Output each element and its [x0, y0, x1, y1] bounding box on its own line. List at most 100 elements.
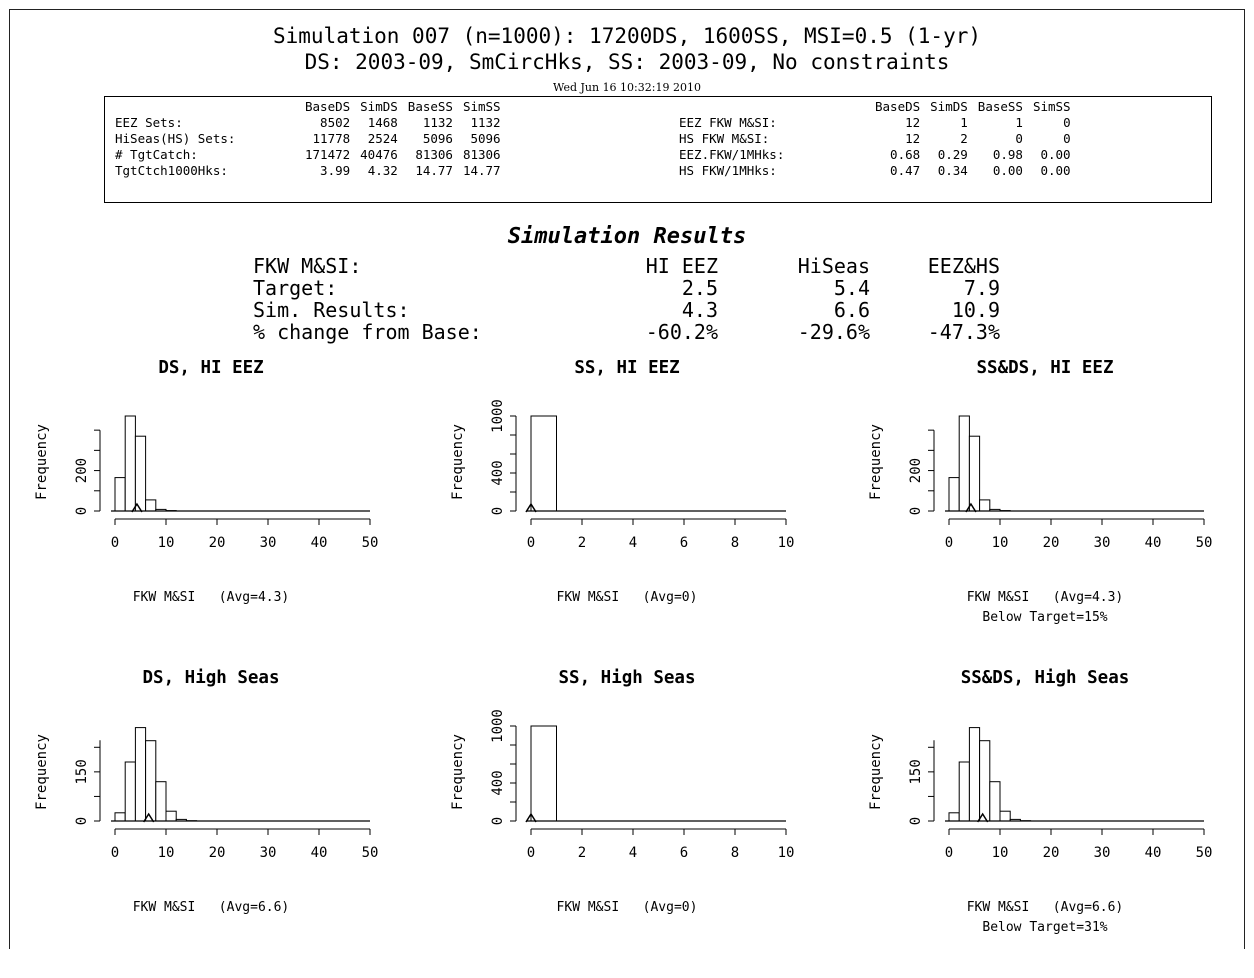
stats-cell: 81306	[403, 147, 458, 163]
stats-col-header: SimDS	[355, 99, 403, 115]
stats-cell: 2	[925, 131, 973, 147]
stats-col-header: BaseSS	[973, 99, 1028, 115]
x-tick-label: 6	[680, 845, 688, 861]
y-axis-label: Frequency	[450, 424, 466, 500]
stats-row-label: TgtCtch1000Hks:	[115, 163, 300, 179]
stats-col-header	[679, 99, 870, 115]
y-tick-label: 1000	[490, 709, 506, 743]
figure-title: Simulation 007 (n=1000): 17200DS, 1600SS…	[0, 24, 1254, 48]
stats-cell: 11778	[300, 131, 355, 147]
histogram-bar	[969, 436, 979, 511]
y-axis-label: Frequency	[450, 734, 466, 810]
y-tick-label: 0	[490, 817, 506, 825]
x-tick-label: 0	[111, 535, 119, 551]
x-tick-label: 0	[945, 535, 953, 551]
x-tick-label: 10	[778, 535, 795, 551]
x-tick-label: 2	[578, 845, 586, 861]
stats-cell: 81306	[458, 147, 506, 163]
stats-row-label: EEZ.FKW/1MHks:	[679, 147, 870, 163]
histogram-bar	[125, 416, 135, 511]
below-target-label: Below Target=31%	[836, 920, 1254, 935]
x-tick-label: 6	[680, 535, 688, 551]
histogram-bar	[959, 416, 969, 511]
results-row-label: Target:	[225, 277, 590, 299]
y-tick-label: 150	[908, 759, 924, 784]
x-tick-label: 0	[111, 845, 119, 861]
stats-row-label: # TgtCatch:	[115, 147, 300, 163]
results-value: 7.9	[870, 277, 1000, 299]
stats-cell: 0.00	[1028, 163, 1076, 179]
stats-cell: 14.77	[458, 163, 506, 179]
y-axis-label: Frequency	[34, 424, 50, 500]
stats-cell: 0.34	[925, 163, 973, 179]
results-value: 2.5	[590, 277, 718, 299]
stats-cell: 0.68	[870, 147, 925, 163]
stats-cell: 0	[1028, 131, 1076, 147]
x-tick-label: 4	[629, 535, 637, 551]
y-tick-label: 0	[74, 507, 90, 515]
histogram-bar	[990, 782, 1000, 821]
stats-cell: 40476	[355, 147, 403, 163]
histogram-bar	[959, 762, 969, 821]
below-target-label: Below Target=15%	[836, 610, 1254, 625]
results-value: -60.2%	[590, 321, 718, 343]
results-heading: Simulation Results	[0, 224, 1254, 249]
stats-cell: 12	[870, 131, 925, 147]
stats-cell: 0	[1028, 115, 1076, 131]
results-value: 10.9	[870, 299, 1000, 321]
x-axis-label: FKW M&SI (Avg=0)	[418, 590, 836, 605]
y-tick-label: 200	[74, 458, 90, 483]
stats-cell: 3.99	[300, 163, 355, 179]
results-value: HI EEZ	[590, 255, 718, 277]
histogram-bar	[969, 728, 979, 821]
stats-cell: 0.98	[973, 147, 1028, 163]
y-tick-label: 0	[908, 507, 924, 515]
histogram-bar	[146, 741, 156, 821]
histogram-bar	[166, 811, 176, 821]
histogram-bar	[1000, 811, 1010, 821]
stats-cell: 8502	[300, 115, 355, 131]
x-tick-label: 30	[260, 845, 277, 861]
histogram-bar	[135, 436, 145, 511]
x-tick-label: 40	[311, 535, 328, 551]
x-tick-label: 20	[209, 535, 226, 551]
stats-cell: 1	[925, 115, 973, 131]
x-tick-label: 20	[1043, 535, 1060, 551]
stats-cell: 0	[973, 131, 1028, 147]
stats-cell: 12	[870, 115, 925, 131]
results-value: 6.6	[718, 299, 870, 321]
y-axis-label: Frequency	[868, 424, 884, 500]
histogram-bar	[115, 478, 125, 511]
y-tick-label: 0	[74, 817, 90, 825]
stats-col-header: SimSS	[1028, 99, 1076, 115]
histogram-bar	[531, 416, 557, 511]
stats-cell: 1468	[355, 115, 403, 131]
x-tick-label: 50	[1196, 845, 1213, 861]
stats-row-label: HiSeas(HS) Sets:	[115, 131, 300, 147]
results-value: 4.3	[590, 299, 718, 321]
x-tick-label: 40	[311, 845, 328, 861]
stats-cell: 1132	[458, 115, 506, 131]
x-tick-label: 0	[945, 845, 953, 861]
figure-subtitle: DS: 2003-09, SmCircHks, SS: 2003-09, No …	[0, 50, 1254, 74]
x-tick-label: 8	[731, 845, 739, 861]
x-tick-label: 10	[158, 535, 175, 551]
stats-row-label: HS FKW M&SI:	[679, 131, 870, 147]
stats-col-header: BaseDS	[300, 99, 355, 115]
x-tick-label: 30	[1094, 535, 1111, 551]
histogram-bar	[949, 813, 959, 821]
y-tick-label: 1000	[490, 399, 506, 433]
histogram-bar	[135, 728, 145, 821]
